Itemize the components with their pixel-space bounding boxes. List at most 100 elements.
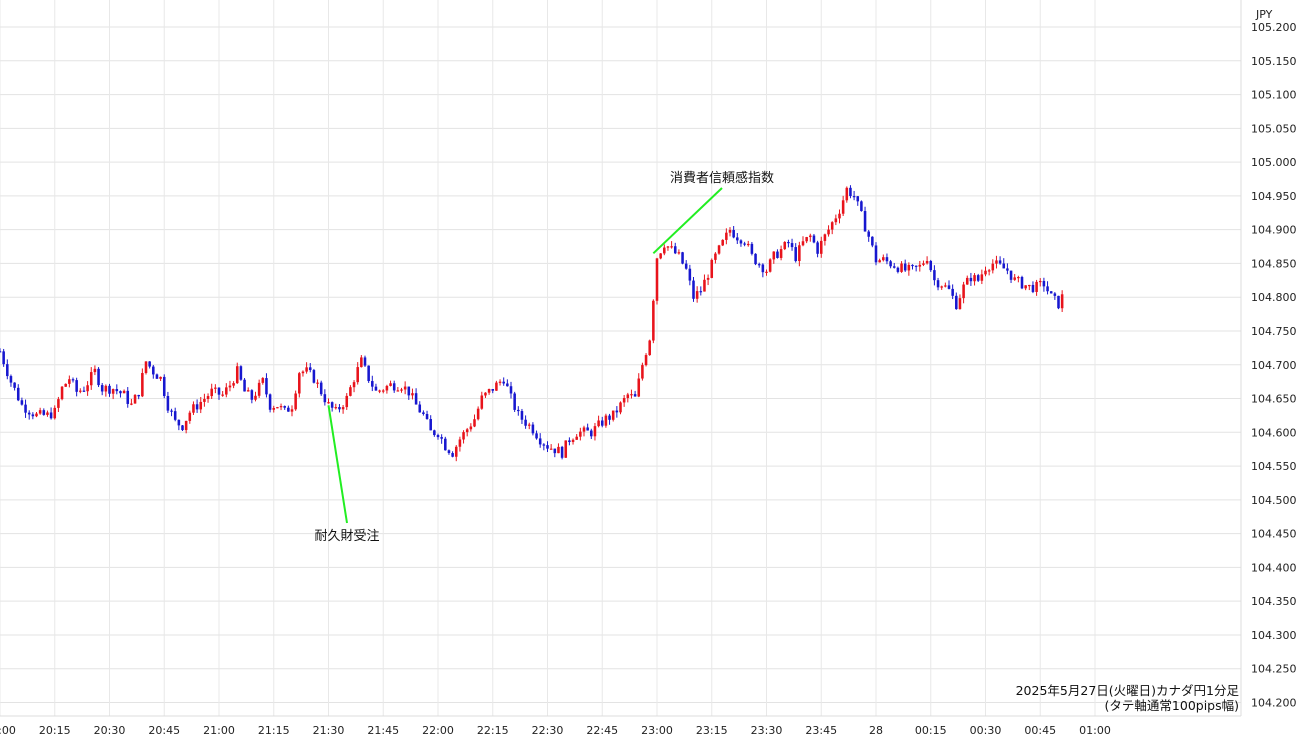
candle-body — [604, 415, 608, 426]
candle-body — [210, 388, 213, 397]
candle-body — [827, 229, 830, 235]
candle-body — [542, 444, 546, 446]
candle-body — [243, 379, 246, 392]
candle-body — [644, 355, 648, 366]
candle-body — [998, 260, 1002, 264]
candle-body — [582, 427, 586, 432]
candle-body — [955, 295, 958, 310]
candle-body — [933, 270, 936, 281]
candle-body — [454, 446, 458, 457]
x-tick-label: 21:30 — [313, 724, 345, 737]
x-axis-ticks: 20:00 20:15 20:30 20:45 21:00 21:15 21:30 21:45… — [0, 724, 1111, 737]
candle-body — [849, 187, 852, 197]
candle-body — [1006, 268, 1009, 271]
x-tick-label: 23:15 — [696, 724, 728, 737]
x-tick-label: 01:00 — [1079, 724, 1111, 737]
candle-body — [557, 446, 560, 454]
candle-body — [962, 284, 965, 299]
candle-body — [659, 253, 662, 259]
candle-body — [1009, 270, 1013, 280]
x-tick-label: 23:45 — [805, 724, 837, 737]
candle-body — [852, 196, 856, 198]
y-tick-label: 104.550 — [1251, 460, 1297, 473]
candle-body — [68, 379, 71, 384]
candle-body — [152, 366, 155, 375]
candle-body — [922, 263, 925, 265]
candle-body — [305, 367, 308, 372]
candle-body — [743, 243, 746, 245]
candle-body — [783, 242, 787, 250]
candle-body — [177, 419, 181, 426]
candle-body — [754, 253, 757, 265]
candle-body — [440, 437, 443, 439]
candle-body — [725, 232, 728, 240]
candle-body — [312, 370, 316, 383]
candle-body — [914, 265, 918, 267]
x-tick-label: 22:30 — [532, 724, 564, 737]
candle-body — [195, 404, 199, 410]
candle-body — [9, 376, 13, 383]
y-tick-label: 104.650 — [1251, 393, 1297, 406]
candle-body — [498, 381, 502, 383]
candle-body — [765, 271, 768, 273]
candle-body — [232, 383, 235, 386]
candle-body — [89, 372, 93, 386]
candle-body — [1046, 286, 1049, 292]
candle-body — [593, 426, 597, 437]
candle-body — [465, 429, 469, 433]
y-tick-label: 104.850 — [1251, 257, 1297, 270]
candle-body — [352, 382, 356, 388]
candle-body — [239, 366, 243, 380]
candle-body — [327, 402, 330, 404]
candle-body — [969, 277, 973, 282]
candle-body — [414, 393, 418, 405]
candle-body — [396, 390, 400, 392]
candle-body — [746, 243, 750, 246]
candle-body — [367, 365, 370, 382]
candle-body — [1035, 281, 1038, 292]
annotation-label: 消費者信頼感指数 — [670, 170, 774, 186]
candle-body — [1049, 291, 1053, 294]
candle-body — [13, 382, 16, 388]
candle-body — [509, 386, 513, 394]
candle-body — [860, 201, 863, 212]
candle-body — [535, 433, 538, 439]
currency-label: JPY — [1255, 8, 1273, 21]
candle-body — [422, 412, 425, 415]
candle-body — [768, 259, 772, 272]
candle-body — [892, 266, 896, 268]
candle-body — [0, 351, 2, 353]
candle-body — [283, 406, 286, 408]
candle-body — [144, 361, 148, 374]
y-tick-label: 104.750 — [1251, 325, 1297, 338]
candle-body — [1013, 277, 1016, 280]
gridlines — [0, 0, 1241, 716]
candle-body — [173, 411, 177, 420]
candle-body — [1017, 277, 1020, 279]
candle-body — [228, 385, 232, 388]
y-tick-label: 105.000 — [1251, 156, 1297, 169]
candle-body — [900, 263, 903, 272]
y-tick-label: 104.500 — [1251, 494, 1297, 507]
candle-body — [721, 239, 724, 246]
candle-body — [1002, 263, 1006, 269]
candle-body — [170, 410, 173, 412]
candle-body — [447, 450, 451, 454]
candle-body — [93, 368, 97, 373]
candle-body — [108, 385, 111, 394]
candle-body — [809, 235, 812, 238]
candle-body — [104, 385, 108, 392]
candle-body — [184, 420, 188, 431]
candle-body — [611, 410, 615, 420]
candle-body — [451, 453, 454, 457]
candle-body — [787, 242, 790, 244]
x-tick-label: 00:45 — [1024, 724, 1056, 737]
y-tick-label: 105.050 — [1251, 122, 1297, 135]
candle-body — [257, 382, 261, 396]
candle-body — [265, 378, 268, 395]
candle-body — [53, 407, 57, 419]
candle-body — [225, 387, 228, 395]
candle-body — [349, 387, 352, 396]
candle-body — [130, 403, 133, 405]
candle-body — [192, 404, 195, 413]
